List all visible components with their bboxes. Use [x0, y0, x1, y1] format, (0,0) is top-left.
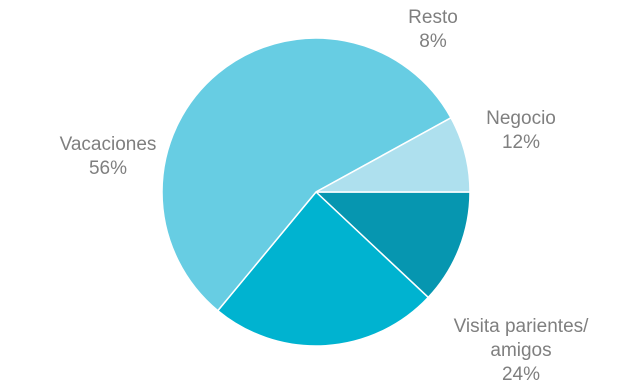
- slice-category-label: Vacaciones: [60, 134, 157, 155]
- slice-category-label: Visita parientes/: [454, 316, 590, 337]
- pie-labels: Negocio 12% Visita parientes/amigos 24% Vaca…: [60, 7, 590, 385]
- slice-category-label: Negocio: [486, 108, 556, 129]
- slice-category-label: Resto: [408, 7, 458, 28]
- pie-slice-vacaciones: [161, 37, 452, 312]
- slice-label-negocio: Negocio 12%: [486, 108, 556, 153]
- slice-label-visita-parientes: Visita parientes/amigos 24%: [454, 316, 590, 385]
- pie-slice-visita-parientes: [216, 190, 430, 347]
- slice-percent-label: 56%: [89, 158, 127, 179]
- slice-percent-label: 8%: [419, 31, 447, 52]
- slice-category-label: amigos: [490, 340, 551, 361]
- pie-slice-resto: [315, 116, 471, 193]
- slice-percent-label: 24%: [502, 364, 540, 385]
- slice-percent-label: 12%: [502, 132, 540, 153]
- slice-label-resto: Resto 8%: [408, 7, 458, 52]
- pie-slice-negocio: [314, 191, 471, 299]
- slice-label-vacaciones: Vacaciones 56%: [60, 134, 157, 179]
- pie-slices: [161, 37, 471, 347]
